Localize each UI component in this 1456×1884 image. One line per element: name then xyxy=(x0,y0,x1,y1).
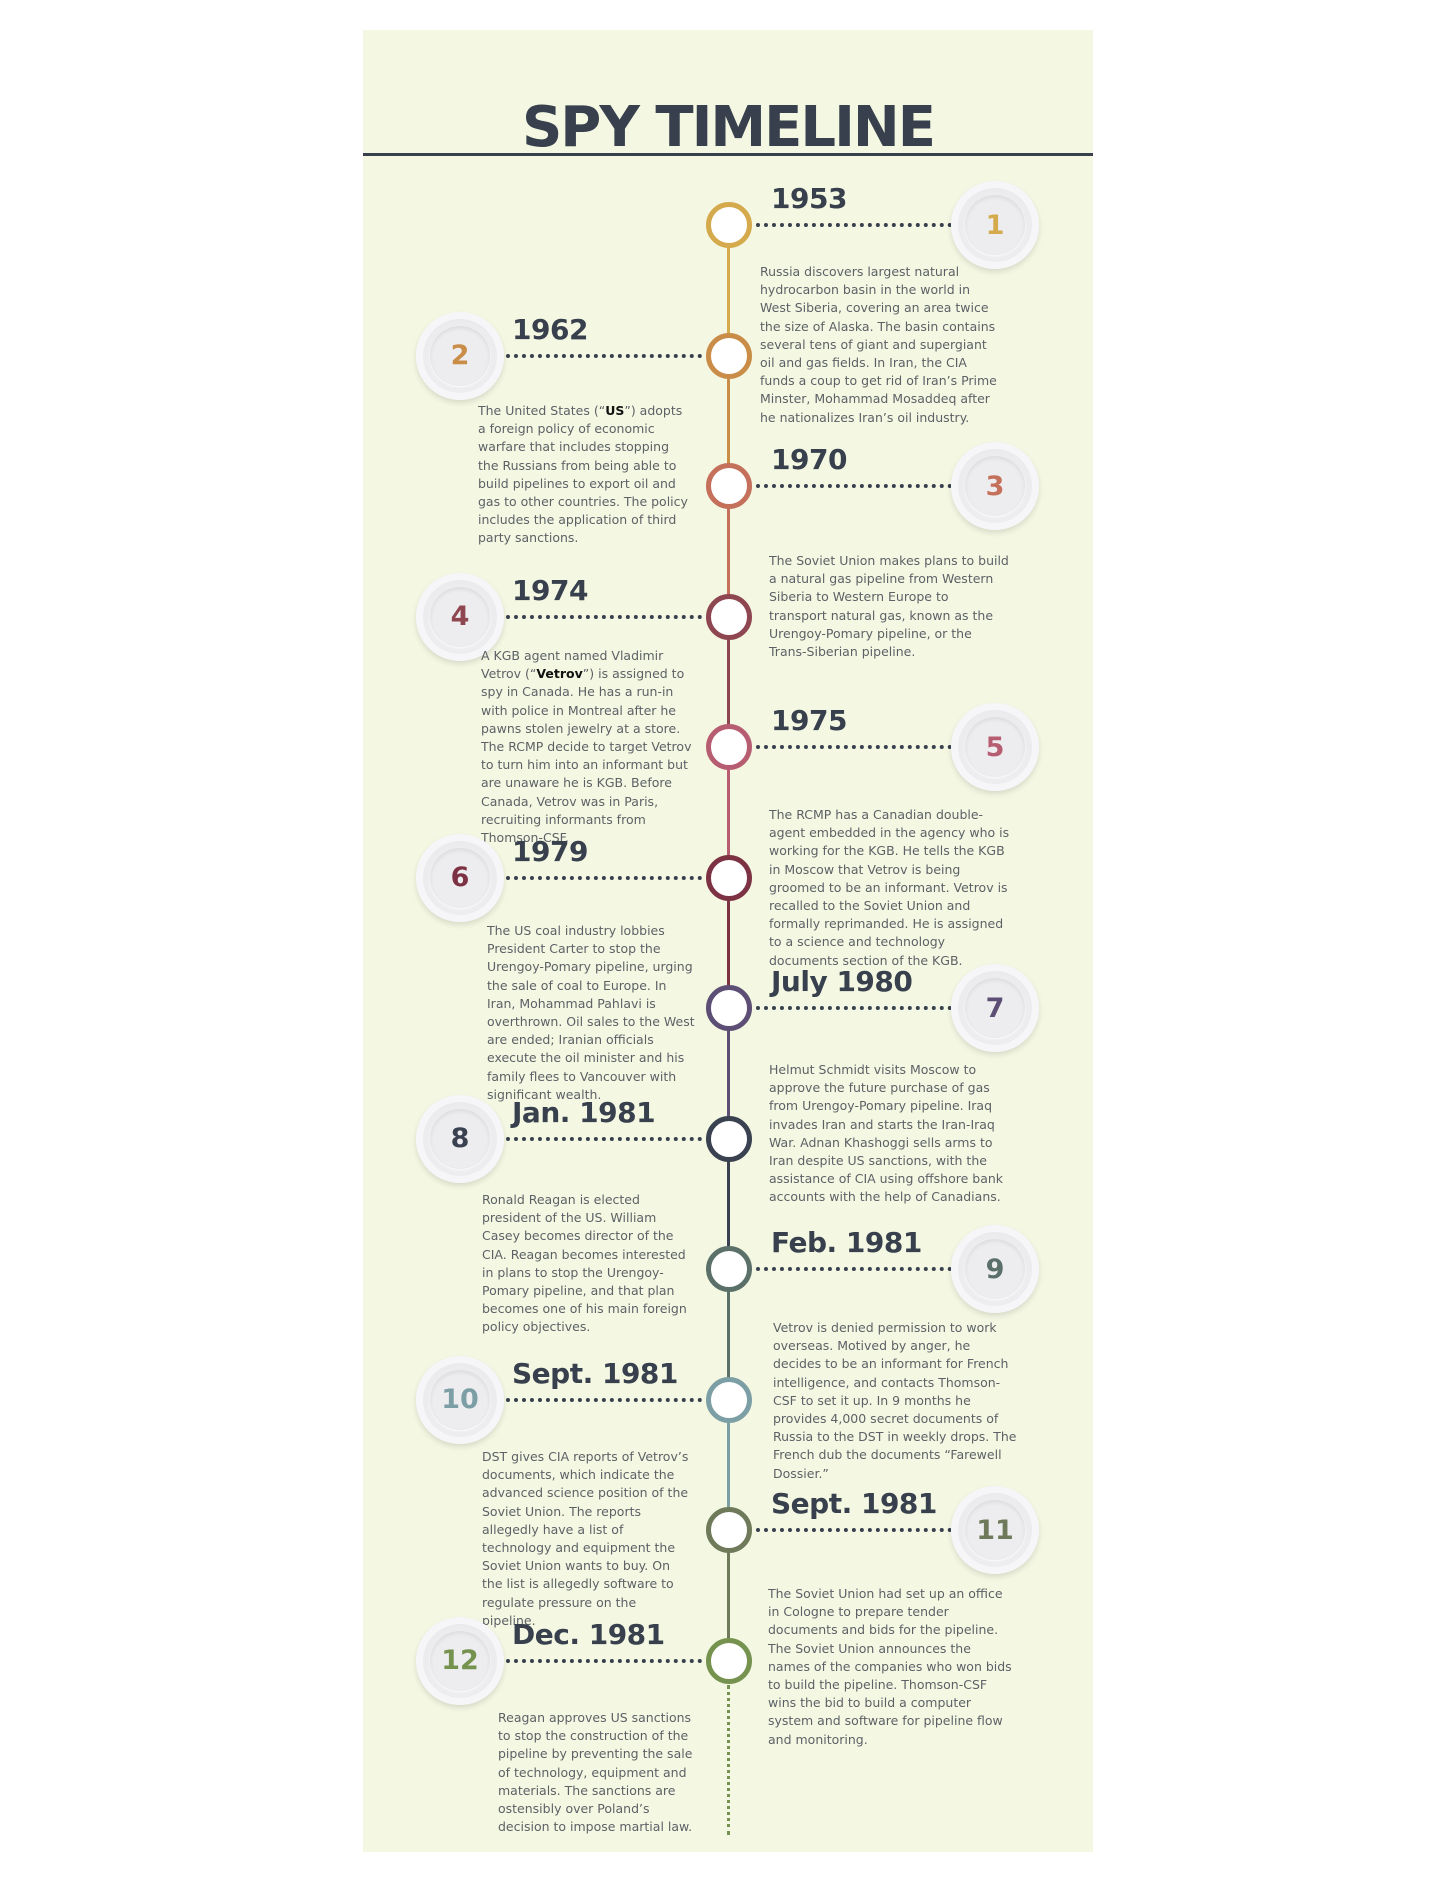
event-number-5: 5 xyxy=(965,717,1025,777)
timeline-node-7 xyxy=(705,985,752,1031)
timeline-connector-12 xyxy=(505,1658,702,1663)
timeline-connector-5 xyxy=(755,745,952,749)
event-description-9: Vetrov is denied permission to work over… xyxy=(773,1320,1017,1481)
event-description-5: The RCMP has a Canadian double-agent emb… xyxy=(769,807,1010,968)
timeline-axis-tail xyxy=(727,1684,730,1835)
event-date-9: Feb. 1981 xyxy=(771,1226,922,1259)
event-number-7: 7 xyxy=(965,978,1025,1038)
timeline-connector-6 xyxy=(505,875,702,880)
event-number-badge-11: 11 xyxy=(951,1486,1039,1574)
event-date-3: 1970 xyxy=(771,443,847,476)
timeline-node-5 xyxy=(705,724,752,770)
timeline-axis-segment xyxy=(727,1269,730,1400)
timeline-node-9 xyxy=(705,1246,752,1292)
timeline-node-8 xyxy=(705,1115,752,1162)
event-number-1: 1 xyxy=(965,195,1025,255)
event-number-badge-9: 9 xyxy=(951,1225,1039,1313)
event-description-3: The Soviet Union makes plans to build a … xyxy=(769,553,1009,660)
timeline-node-2 xyxy=(705,332,752,379)
event-date-10: Sept. 1981 xyxy=(512,1356,678,1390)
timeline-connector-1 xyxy=(755,223,952,227)
event-number-4: 4 xyxy=(430,586,490,647)
timeline-connector-8 xyxy=(505,1136,702,1141)
event-date-4: 1974 xyxy=(512,573,588,607)
event-description-7: Helmut Schmidt visits Moscow to approve … xyxy=(769,1062,1004,1205)
event-date-5: 1975 xyxy=(771,704,847,737)
timeline-connector-4 xyxy=(505,614,702,619)
event-date-6: 1979 xyxy=(512,834,588,868)
timeline-axis-segment xyxy=(727,747,730,878)
timeline-node-10 xyxy=(705,1376,752,1423)
event-number-12: 12 xyxy=(430,1630,490,1691)
event-description-6: The US coal industry lobbies President C… xyxy=(487,923,695,1102)
timeline-axis-segment xyxy=(727,1399,730,1530)
timeline-axis-segment xyxy=(727,1008,730,1139)
timeline-axis-segment xyxy=(727,1530,730,1661)
timeline-connector-9 xyxy=(755,1267,952,1271)
event-number-10: 10 xyxy=(430,1369,490,1430)
poster: SPY TIMELINE 1 1953 Russia discovers lar… xyxy=(363,30,1093,1852)
event-description-2: The United States (“US”) adopts a foreig… xyxy=(478,403,688,546)
timeline-node-6 xyxy=(705,854,752,901)
timeline-axis-segment xyxy=(727,1138,730,1269)
event-number-3: 3 xyxy=(965,456,1025,516)
page-title: SPY TIMELINE xyxy=(521,95,936,160)
event-number-6: 6 xyxy=(430,847,490,908)
timeline-node-12 xyxy=(705,1637,752,1684)
event-description-4: A KGB agent named Vladimir Vetrov (“Vetr… xyxy=(481,648,692,846)
timeline-node-11 xyxy=(705,1507,752,1553)
event-description-11: The Soviet Union had set up an office in… xyxy=(768,1586,1012,1747)
timeline-node-1 xyxy=(705,202,752,248)
timeline-connector-10 xyxy=(505,1397,702,1402)
event-number-badge-1: 1 xyxy=(951,181,1039,269)
timeline-axis-segment xyxy=(727,877,730,1008)
event-number-8: 8 xyxy=(430,1108,490,1169)
event-number-9: 9 xyxy=(965,1239,1025,1299)
event-number-badge-2: 2 xyxy=(416,311,504,400)
event-description-8: Ronald Reagan is elected president of th… xyxy=(482,1192,687,1335)
event-number-badge-3: 3 xyxy=(951,442,1039,530)
event-date-2: 1962 xyxy=(512,312,588,346)
event-number-badge-12: 12 xyxy=(416,1616,504,1705)
event-number-badge-10: 10 xyxy=(416,1355,504,1444)
timeline-connector-7 xyxy=(755,1006,952,1010)
timeline-node-4 xyxy=(705,593,752,640)
timeline-axis-segment xyxy=(727,355,730,486)
timeline-axis-segment xyxy=(727,616,730,747)
timeline-axis-segment xyxy=(727,486,730,617)
event-number-badge-4: 4 xyxy=(416,572,504,661)
event-date-11: Sept. 1981 xyxy=(771,1487,937,1520)
timeline-connector-3 xyxy=(755,484,952,488)
event-description-1: Russia discovers largest natural hydroca… xyxy=(760,264,997,425)
title-divider xyxy=(363,153,1093,156)
event-number-badge-6: 6 xyxy=(416,833,504,922)
event-number-badge-8: 8 xyxy=(416,1094,504,1183)
timeline-axis-segment xyxy=(727,225,730,356)
timeline-connector-2 xyxy=(505,353,702,358)
timeline-connector-11 xyxy=(755,1528,952,1532)
event-date-7: July 1980 xyxy=(771,965,913,998)
event-date-1: 1953 xyxy=(771,182,847,215)
event-number-2: 2 xyxy=(430,325,490,386)
event-number-11: 11 xyxy=(965,1500,1025,1560)
event-date-8: Jan. 1981 xyxy=(512,1095,656,1129)
timeline-node-3 xyxy=(705,463,752,509)
event-description-12: Reagan approves US sanctions to stop the… xyxy=(498,1710,693,1835)
event-number-badge-7: 7 xyxy=(951,964,1039,1052)
event-description-10: DST gives CIA reports of Vetrov’s docume… xyxy=(482,1449,689,1628)
event-number-badge-5: 5 xyxy=(951,703,1039,791)
event-date-12: Dec. 1981 xyxy=(512,1617,665,1651)
